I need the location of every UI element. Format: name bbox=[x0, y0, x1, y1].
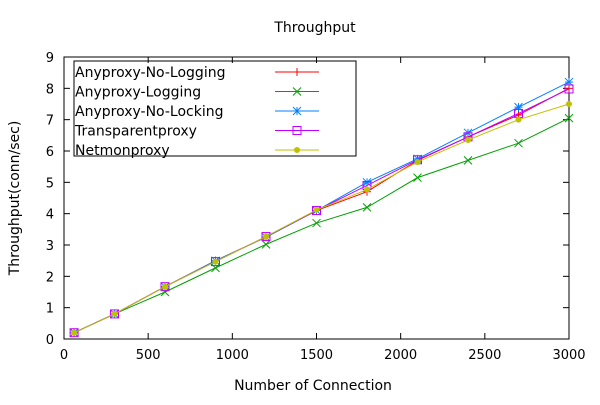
x-tick-label: 2000 bbox=[384, 348, 417, 363]
data-point bbox=[111, 310, 118, 317]
legend-label: Anyproxy-Logging bbox=[75, 85, 201, 101]
y-tick-label: 5 bbox=[46, 176, 54, 191]
data-point bbox=[261, 232, 271, 242]
data-point bbox=[515, 116, 522, 123]
data-point bbox=[312, 218, 321, 228]
data-point bbox=[71, 329, 78, 336]
y-tick-label: 7 bbox=[46, 114, 54, 129]
series-layer bbox=[69, 77, 574, 338]
data-point bbox=[211, 263, 220, 273]
legend-item: Netmonproxy bbox=[75, 143, 319, 159]
axis-ticks: 0 500 1000 1500 2000 2500 3000 0 1 2 3 4 5 6 7 8 9 bbox=[46, 51, 586, 363]
x-tick-label: 2500 bbox=[468, 348, 501, 363]
data-point bbox=[110, 309, 119, 319]
x-axis-label: Number of Connection bbox=[234, 378, 392, 394]
data-point bbox=[211, 257, 220, 267]
legend-label: Netmonproxy bbox=[75, 143, 170, 159]
data-point bbox=[564, 113, 574, 123]
legend-marker bbox=[292, 87, 302, 96]
legend: Anyproxy-No-Logging Anyproxy-Logging Anypr… bbox=[74, 65, 319, 159]
x-tick-label: 1500 bbox=[300, 348, 333, 363]
legend-label: Anyproxy-No-Logging bbox=[75, 65, 225, 81]
legend-marker bbox=[293, 68, 301, 76]
data-point bbox=[564, 84, 574, 94]
legend-item: Transparentproxy bbox=[74, 124, 319, 140]
x-tick-label: 0 bbox=[60, 348, 68, 363]
data-point bbox=[263, 233, 269, 240]
x-tick-label: 500 bbox=[136, 348, 161, 363]
data-point bbox=[261, 240, 271, 249]
x-tick-label: 3000 bbox=[552, 348, 585, 363]
y-tick-label: 9 bbox=[46, 51, 54, 66]
y-tick-label: 6 bbox=[46, 145, 54, 160]
legend-marker bbox=[292, 126, 302, 135]
series-netmonproxy bbox=[71, 101, 572, 336]
data-point bbox=[463, 156, 473, 165]
data-point bbox=[465, 137, 471, 144]
series-anyproxy-no-logging bbox=[70, 84, 573, 337]
legend-box bbox=[73, 60, 357, 157]
y-tick-label: 3 bbox=[46, 239, 54, 254]
y-tick-label: 4 bbox=[46, 208, 54, 223]
data-point bbox=[364, 186, 370, 193]
data-point bbox=[514, 102, 523, 112]
legend-label: Anyproxy-No-Locking bbox=[75, 104, 224, 120]
data-point bbox=[313, 206, 320, 213]
data-point bbox=[312, 206, 321, 216]
data-point bbox=[566, 101, 572, 107]
data-point bbox=[160, 282, 170, 292]
data-point bbox=[362, 203, 372, 212]
data-point bbox=[162, 283, 168, 290]
legend-item: Anyproxy-Logging bbox=[75, 85, 319, 101]
y-tick-label: 1 bbox=[46, 302, 54, 317]
chart-title: Throughput bbox=[273, 20, 356, 36]
y-tick-label: 2 bbox=[46, 270, 54, 285]
y-tick-label: 8 bbox=[46, 82, 54, 97]
data-point bbox=[413, 173, 422, 182]
legend-item: Anyproxy-No-Locking bbox=[75, 104, 319, 120]
data-point bbox=[212, 258, 219, 265]
y-tick-label: 0 bbox=[46, 333, 54, 348]
data-point bbox=[414, 158, 421, 165]
legend-item: Anyproxy-No-Logging bbox=[75, 65, 319, 81]
data-point bbox=[514, 138, 523, 148]
legend-marker bbox=[294, 147, 300, 153]
y-axis-label: Throughput(conn/sec) bbox=[7, 121, 23, 277]
x-tick-label: 1000 bbox=[216, 348, 249, 363]
legend-label: Transparentproxy bbox=[74, 124, 197, 140]
legend-marker bbox=[292, 106, 302, 116]
data-point bbox=[69, 328, 79, 338]
